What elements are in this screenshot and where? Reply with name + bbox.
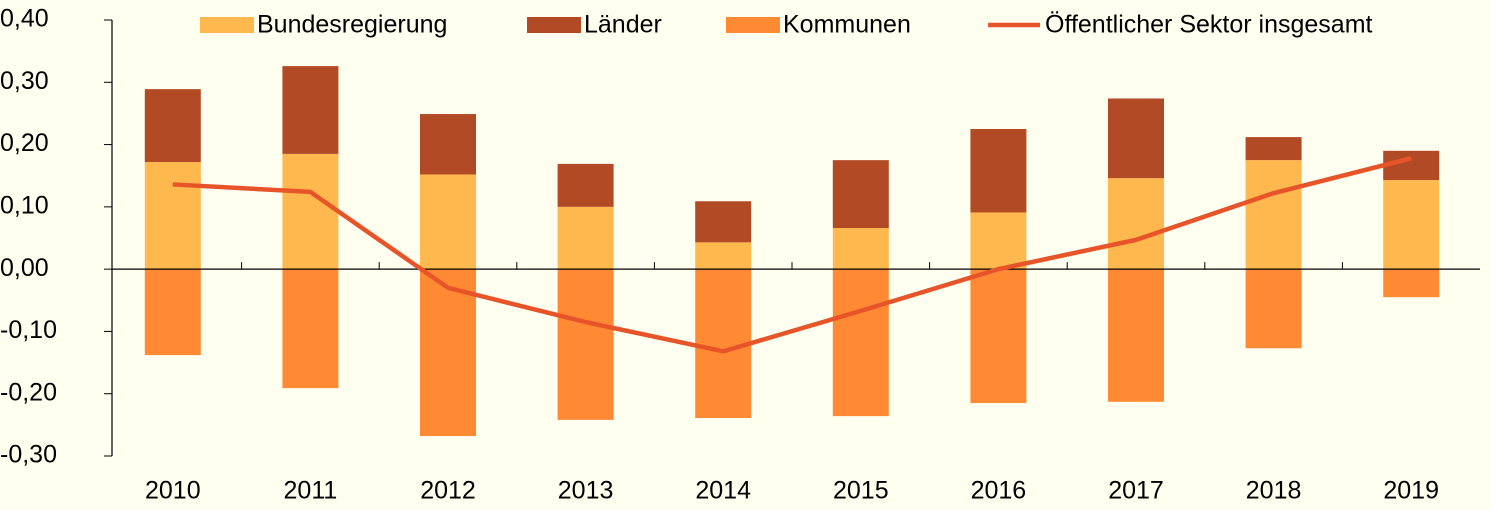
bar <box>144 162 201 270</box>
bar <box>832 160 889 229</box>
bar <box>1383 180 1440 270</box>
x-tick-label: 2016 <box>971 477 1027 505</box>
legend-swatch <box>726 17 780 33</box>
x-tick-label: 2017 <box>1108 477 1164 505</box>
y-tick-label: -0,20 <box>0 378 57 406</box>
bar <box>1383 150 1440 181</box>
x-tick-label: 2013 <box>558 477 614 505</box>
y-tick-label: 0,40 <box>0 5 49 33</box>
x-tick-label: 2014 <box>695 477 751 505</box>
bar <box>420 174 476 270</box>
y-tick-label: 0,00 <box>0 254 49 282</box>
legend-swatch <box>200 17 254 33</box>
bar <box>695 242 752 270</box>
line <box>172 156 1412 354</box>
x-tick-label: 2010 <box>145 477 201 505</box>
y-tick-label: 0,20 <box>0 129 49 157</box>
bar <box>282 153 339 270</box>
bar <box>1108 98 1164 179</box>
bar <box>420 269 476 437</box>
bar <box>1108 178 1164 270</box>
bar <box>144 89 201 163</box>
x-tick-label: 2011 <box>284 477 338 505</box>
bar <box>1245 137 1302 161</box>
x-tick-label: 2018 <box>1246 477 1302 505</box>
bar <box>420 114 476 175</box>
y-tick-label: -0,30 <box>0 441 57 469</box>
bar <box>1108 269 1164 402</box>
bar <box>1245 269 1302 349</box>
bar <box>1245 160 1302 270</box>
bar <box>557 206 614 270</box>
x-tick-label: 2015 <box>833 477 889 505</box>
y-tick-label: 0,30 <box>0 67 49 95</box>
legend-label: Kommunen <box>783 11 911 39</box>
bar <box>1383 269 1440 298</box>
legend-label: Bundesregierung <box>257 11 447 39</box>
bar <box>832 269 889 417</box>
legend-label: Öffentlicher Sektor insgesamt <box>1045 11 1373 39</box>
bar <box>970 269 1027 404</box>
legend-swatch <box>527 17 581 33</box>
x-tick-label: 2012 <box>420 477 476 505</box>
bar <box>695 201 752 243</box>
bar <box>144 269 201 356</box>
y-tick-label: 0,10 <box>0 191 49 219</box>
bar <box>832 228 889 270</box>
bar <box>282 66 339 154</box>
bar <box>970 129 1027 213</box>
bar <box>557 163 614 207</box>
legend-label: Länder <box>584 11 662 39</box>
bar <box>557 269 614 420</box>
y-tick-label: -0,10 <box>0 316 57 344</box>
x-tick-label: 2019 <box>1383 477 1439 505</box>
bar <box>970 212 1027 270</box>
bar <box>282 269 339 389</box>
